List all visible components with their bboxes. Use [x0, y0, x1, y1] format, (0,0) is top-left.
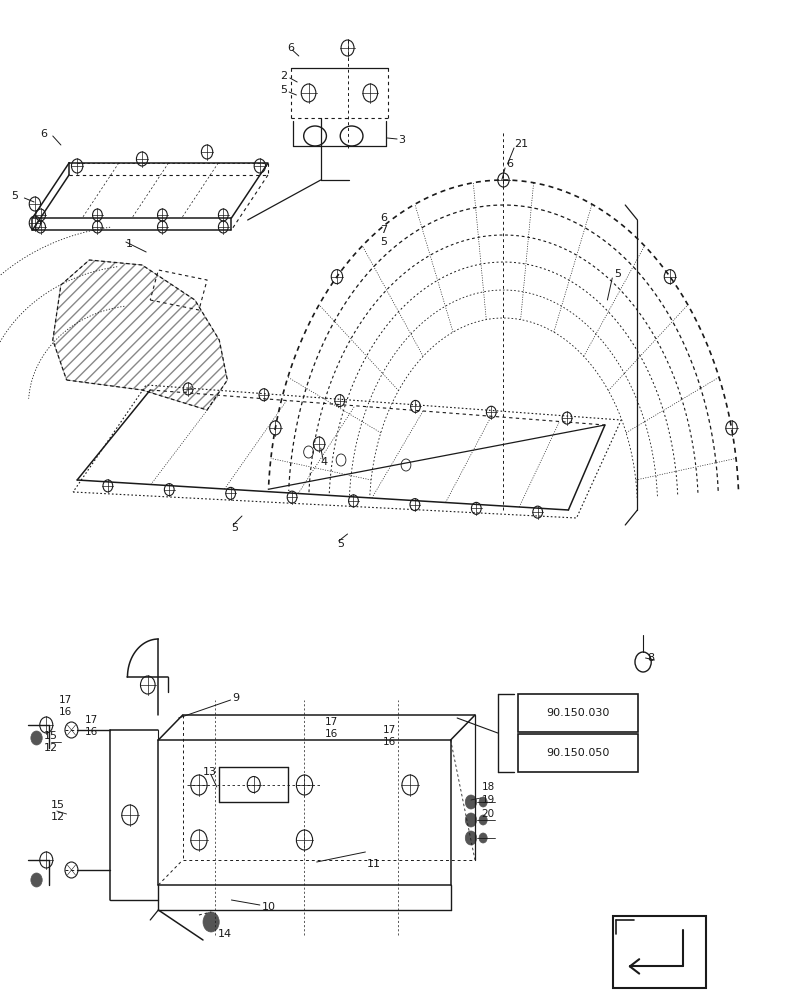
Text: 5: 5 — [11, 191, 19, 201]
Text: 14: 14 — [217, 929, 231, 939]
Text: 19: 19 — [481, 795, 494, 805]
Text: 12: 12 — [50, 812, 64, 822]
Text: 13: 13 — [203, 767, 217, 777]
Text: 17: 17 — [383, 725, 396, 735]
Text: 3: 3 — [397, 135, 405, 145]
Text: 90.150.050: 90.150.050 — [546, 748, 609, 758]
Text: 5: 5 — [231, 523, 238, 533]
Text: 5: 5 — [613, 269, 620, 279]
Text: 21: 21 — [513, 139, 527, 149]
Text: 7: 7 — [380, 225, 387, 235]
Text: 11: 11 — [367, 859, 380, 869]
Text: 6: 6 — [287, 43, 294, 53]
Circle shape — [465, 831, 476, 845]
Text: 5: 5 — [380, 237, 387, 247]
Text: 9: 9 — [232, 693, 239, 703]
FancyBboxPatch shape — [517, 734, 637, 772]
Text: 16: 16 — [85, 727, 98, 737]
Text: 8: 8 — [646, 653, 654, 663]
Circle shape — [31, 873, 42, 887]
Circle shape — [478, 815, 487, 825]
Text: 6: 6 — [505, 159, 513, 169]
Text: 5: 5 — [337, 539, 344, 549]
Text: 2: 2 — [280, 71, 287, 81]
Circle shape — [478, 833, 487, 843]
Text: 10: 10 — [261, 902, 275, 912]
Text: 6: 6 — [41, 129, 48, 139]
FancyBboxPatch shape — [517, 694, 637, 732]
Text: 5: 5 — [280, 85, 287, 95]
Circle shape — [478, 797, 487, 807]
Circle shape — [203, 912, 219, 932]
Circle shape — [465, 795, 476, 809]
Text: 17: 17 — [324, 717, 337, 727]
Circle shape — [465, 813, 476, 827]
Text: 17: 17 — [85, 715, 98, 725]
Text: 90.150.030: 90.150.030 — [546, 708, 609, 718]
Text: 16: 16 — [383, 737, 396, 747]
FancyBboxPatch shape — [612, 916, 706, 988]
Text: 18: 18 — [481, 782, 494, 792]
Text: 16: 16 — [59, 707, 72, 717]
Text: 15: 15 — [50, 800, 64, 810]
Text: 6: 6 — [380, 213, 387, 223]
Text: 4: 4 — [320, 457, 328, 467]
Text: 17: 17 — [59, 695, 72, 705]
Circle shape — [31, 731, 42, 745]
Text: 1: 1 — [126, 239, 133, 249]
Text: 12: 12 — [44, 743, 58, 753]
Text: 16: 16 — [324, 729, 337, 739]
Text: 20: 20 — [481, 809, 494, 819]
Text: 15: 15 — [44, 731, 58, 741]
